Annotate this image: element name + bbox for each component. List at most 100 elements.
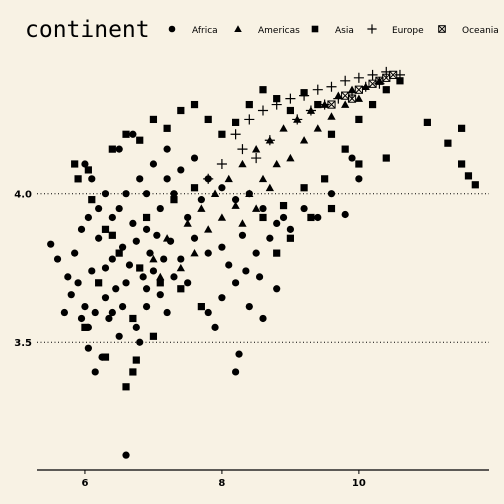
point-asia: [458, 124, 466, 132]
x-axis-ticks: 6 8 10: [81, 470, 366, 489]
point-asia: [122, 130, 130, 138]
point-africa: [101, 190, 110, 198]
point-asia: [444, 139, 452, 147]
point-africa: [129, 130, 137, 138]
point-asia: [136, 136, 144, 144]
point-asia: [129, 314, 137, 323]
point-oceania: [375, 76, 384, 85]
point-asia: [321, 175, 329, 183]
point-americas: [197, 204, 206, 212]
point-africa: [142, 285, 151, 293]
x-tick-label: 6: [81, 478, 88, 489]
point-oceania: [354, 85, 363, 94]
point-africa: [115, 204, 123, 213]
point-asia: [259, 86, 267, 94]
point-asia: [177, 106, 185, 115]
point-europe: [326, 81, 337, 92]
point-europe: [340, 75, 351, 86]
point-asia: [156, 279, 164, 287]
series-americas: [149, 76, 384, 281]
point-africa: [170, 273, 178, 281]
point-asia: [368, 100, 377, 109]
point-europe: [312, 84, 323, 95]
point-africa: [115, 332, 123, 340]
point-africa: [153, 231, 161, 239]
point-africa: [115, 145, 123, 153]
point-africa: [101, 264, 110, 272]
point-africa: [300, 204, 308, 213]
point-africa: [156, 291, 164, 299]
point-africa: [122, 451, 130, 459]
point-europe: [251, 153, 262, 164]
point-europe: [230, 129, 241, 140]
point-africa: [136, 338, 144, 346]
point-africa: [242, 267, 250, 275]
point-europe: [264, 135, 275, 146]
point-europe: [244, 114, 255, 125]
point-africa: [77, 225, 86, 233]
point-africa: [225, 261, 233, 269]
point-asia: [232, 118, 240, 126]
point-africa: [259, 204, 267, 213]
point-asia: [355, 160, 363, 168]
point-africa: [142, 225, 151, 233]
point-americas: [265, 183, 274, 192]
point-africa: [218, 243, 226, 251]
point-africa: [81, 302, 89, 311]
point-americas: [258, 174, 268, 183]
point-asia: [197, 302, 205, 311]
point-africa: [81, 160, 89, 168]
point-asia: [163, 124, 171, 132]
series-oceania: [327, 70, 398, 109]
point-asia: [279, 201, 288, 210]
point-africa: [190, 234, 199, 242]
point-africa: [64, 273, 72, 281]
point-africa: [84, 344, 92, 352]
point-africa: [355, 175, 363, 183]
point-americas: [286, 153, 295, 162]
point-americas: [231, 201, 240, 209]
series-asia: [71, 77, 479, 391]
point-africa: [184, 213, 192, 222]
point-africa: [71, 249, 79, 257]
point-africa: [163, 308, 171, 317]
point-africa: [125, 261, 134, 269]
point-asia: [101, 353, 110, 361]
point-asia: [204, 115, 212, 124]
point-africa: [132, 323, 140, 331]
point-africa: [218, 184, 226, 192]
point-africa: [67, 291, 75, 299]
point-africa: [259, 314, 267, 323]
point-americas: [299, 136, 309, 144]
data-points: [47, 66, 479, 459]
point-asia: [286, 234, 294, 242]
point-asia: [396, 77, 404, 85]
point-europe: [285, 93, 296, 104]
point-europe: [292, 114, 303, 125]
point-africa: [232, 196, 240, 204]
legend-label-africa: Africa: [192, 26, 218, 36]
point-asia: [74, 175, 82, 183]
point-asia: [122, 383, 130, 391]
point-africa: [255, 273, 264, 281]
point-africa: [273, 219, 281, 228]
point-africa: [112, 285, 120, 293]
point-oceania: [341, 91, 350, 100]
point-africa: [108, 213, 116, 222]
point-africa: [279, 213, 288, 222]
point-africa: [348, 154, 356, 162]
legend-africa-circle-icon: [168, 25, 176, 33]
point-asia: [341, 145, 349, 153]
point-europe: [367, 69, 378, 80]
y-tick-label: 4.0: [14, 190, 32, 201]
point-oceania: [327, 100, 336, 109]
point-africa: [252, 249, 260, 257]
point-africa: [341, 210, 349, 219]
point-africa: [132, 237, 140, 245]
point-africa: [129, 219, 137, 228]
point-africa: [177, 255, 185, 263]
point-asia: [245, 100, 253, 109]
point-americas: [224, 174, 233, 183]
point-africa: [47, 240, 55, 248]
